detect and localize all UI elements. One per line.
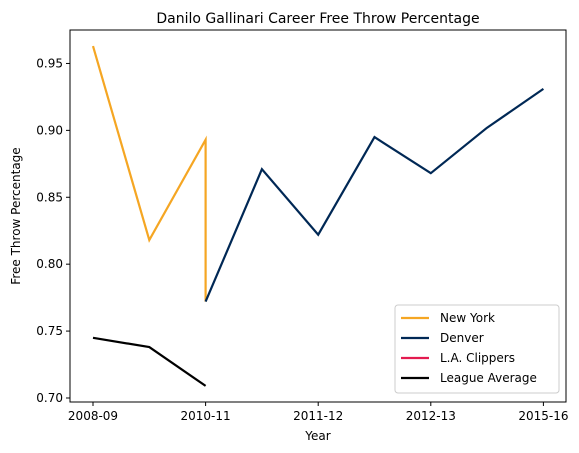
y-tick-label: 0.80: [36, 257, 63, 271]
legend: New York Denver L.A. Clippers League Averag…: [394, 304, 560, 394]
y-tick-label: 0.90: [36, 123, 63, 137]
y-tick-label: 0.95: [36, 56, 63, 70]
x-tick-label: 2011-12: [293, 409, 343, 423]
legend-label: Denver: [440, 331, 484, 345]
x-axis-label: Year: [304, 429, 330, 443]
legend-label: L.A. Clippers: [440, 351, 515, 365]
legend-label: League Average: [440, 371, 537, 385]
y-tick-label: 0.85: [36, 190, 63, 204]
series-lines: [91, 45, 545, 387]
x-tick-label: 2015-16: [518, 409, 568, 423]
series-line-league-average: [92, 336, 207, 387]
y-tick-label: 0.75: [36, 324, 63, 338]
legend-label: New York: [440, 311, 495, 325]
y-tick-label: 0.70: [36, 391, 63, 405]
x-tick-label: 2008-09: [68, 409, 118, 423]
x-axis: 2008-092010-112011-122012-132015-162017-…: [68, 402, 568, 423]
series-line-denver: [204, 87, 545, 303]
y-axis: 0.70 0.75 0.80 0.85 0.90 0.95: [36, 56, 70, 405]
x-tick-label: 2012-13: [406, 409, 456, 423]
series-line-new-york: [91, 45, 207, 302]
chart-title: Danilo Gallinari Career Free Throw Perce…: [156, 11, 479, 27]
y-axis-label: Free Throw Percentage: [9, 147, 23, 284]
legend-box: [394, 304, 560, 394]
x-tick-label: 2010-11: [181, 409, 231, 423]
